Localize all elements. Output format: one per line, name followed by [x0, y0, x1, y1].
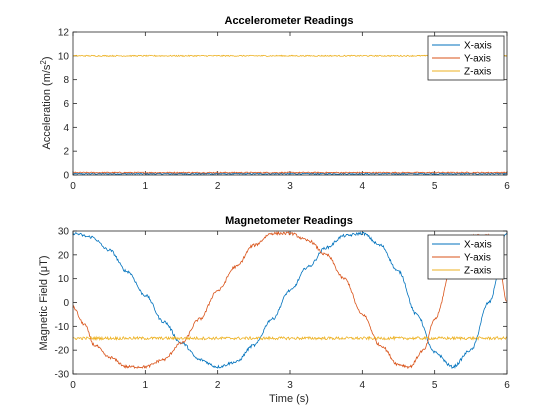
y-tick-label: 10	[58, 274, 70, 285]
series-line	[72, 171, 508, 174]
legend-label: Y-axis	[464, 253, 491, 264]
y-tick-label: 0	[63, 171, 69, 182]
legend-label: Z-axis	[464, 67, 491, 78]
legend-label: X-axis	[464, 41, 492, 52]
x-tick-label: 3	[287, 181, 293, 192]
y-tick-label: 4	[63, 123, 69, 134]
y-tick-label: 0	[63, 298, 69, 309]
chart-title: Accelerometer Readings	[225, 15, 354, 27]
axes-box	[72, 230, 508, 375]
chart-title: Magnetometer Readings	[225, 215, 353, 227]
y-tick-label: 2	[63, 147, 69, 158]
legend-label: X-axis	[464, 240, 492, 251]
x-tick-label: 1	[143, 380, 149, 391]
axis-ticks: 0 1 2 3 4 5 6 -30 -20 -10 0 10 20 30	[55, 227, 511, 392]
magnetometer-chart: Magnetometer Readings Magnetic Field (μT…	[38, 215, 510, 405]
x-tick-label: 5	[432, 181, 438, 192]
y-axis-label: Acceleration (m/s2)	[39, 56, 54, 149]
y-tick-label: 12	[58, 28, 70, 39]
y-tick-label: 30	[58, 227, 70, 238]
axes-box	[72, 31, 508, 176]
x-tick-label: 3	[287, 380, 293, 391]
legend: X-axis Y-axis Z-axis	[427, 234, 505, 280]
y-tick-label: 8	[63, 75, 69, 86]
x-tick-label: 4	[360, 380, 366, 391]
x-tick-label: 2	[215, 380, 221, 391]
y-tick-label: -10	[55, 322, 70, 333]
x-tick-label: 1	[143, 181, 149, 192]
accelerometer-chart: Accelerometer Readings Acceleration (m/s…	[39, 15, 511, 192]
x-axis-label: Time (s)	[269, 393, 309, 405]
y-tick-label: -30	[55, 370, 70, 381]
y-tick-label: 6	[63, 99, 69, 110]
series-line	[72, 172, 508, 176]
legend-label: Z-axis	[464, 266, 491, 277]
data-lines	[72, 230, 508, 370]
series-line	[72, 231, 508, 370]
series-line	[72, 335, 508, 342]
y-axis-label: Magnetic Field (μT)	[38, 256, 50, 351]
x-tick-label: 0	[70, 181, 76, 192]
y-tick-label: -20	[55, 346, 70, 357]
x-tick-label: 5	[432, 380, 438, 391]
legend-label: Y-axis	[464, 54, 491, 65]
x-tick-label: 6	[504, 181, 510, 192]
x-tick-label: 0	[70, 380, 76, 391]
x-tick-label: 4	[360, 181, 366, 192]
y-tick-label: 20	[58, 250, 70, 261]
series-line	[72, 230, 508, 370]
legend: X-axis Y-axis Z-axis	[427, 35, 505, 81]
x-tick-label: 2	[215, 181, 221, 192]
x-tick-label: 6	[504, 380, 510, 391]
y-tick-label: 10	[58, 51, 70, 62]
